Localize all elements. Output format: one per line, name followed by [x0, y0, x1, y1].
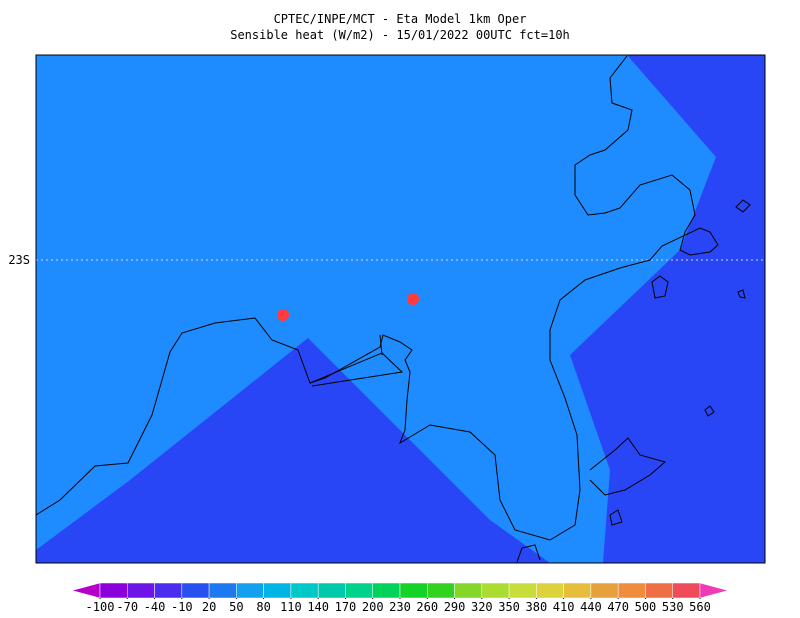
colorbar-box [508, 582, 537, 599]
colorbar-label: -40 [144, 600, 166, 614]
coastline [35, 55, 751, 563]
colorbar-label: 470 [607, 600, 629, 614]
colorbar-box [127, 582, 155, 599]
colorbar-box [317, 582, 346, 599]
colorbar-label: 500 [635, 600, 657, 614]
colorbar-label: -70 [116, 600, 138, 614]
colorbar-box [99, 582, 128, 599]
colorbar-box [672, 582, 701, 599]
lat-label: 23S [8, 253, 30, 267]
station-marker [407, 293, 419, 305]
colorbar-box [454, 582, 483, 599]
colorbar-box [481, 582, 510, 599]
colorbar-box [427, 582, 455, 599]
colorbar-label: 380 [526, 600, 548, 614]
colorbar-box [345, 582, 373, 599]
colorbar-arrow [71, 582, 101, 599]
colorbar-label: 20 [202, 600, 216, 614]
colorbar-label: 290 [444, 600, 466, 614]
colorbar-box [181, 582, 210, 599]
colorbar-label: 440 [580, 600, 602, 614]
subtitle: Sensible heat (W/m2) - 15/01/2022 00UTC … [230, 28, 570, 42]
station-marker [277, 309, 289, 321]
colorbar-label: 350 [498, 600, 520, 614]
colorbar-label: 320 [471, 600, 493, 614]
colorbar-box [563, 582, 592, 599]
colorbar-box [536, 582, 564, 599]
colorbar-box [290, 582, 319, 599]
colorbar-label: 260 [416, 600, 438, 614]
colorbar-box [263, 582, 292, 599]
colorbar-label: 410 [553, 600, 575, 614]
colorbar-box [154, 582, 183, 599]
colorbar-label: 80 [256, 600, 270, 614]
colorbar-box [617, 582, 646, 599]
colorbar-label: 110 [280, 600, 302, 614]
colorbar-label: 530 [662, 600, 684, 614]
colorbar-label: 140 [307, 600, 329, 614]
map-frame [35, 54, 766, 564]
colorbar-label: 560 [689, 600, 711, 614]
colorbar: -100 -70 -40 -10 20 50 80 110 140 170 200 230 260 290… [71, 582, 729, 614]
colorbar-label: 200 [362, 600, 384, 614]
colorbar-label: -10 [171, 600, 193, 614]
colorbar-box [399, 582, 428, 599]
colorbar-box [590, 582, 619, 599]
colorbar-box [208, 582, 237, 599]
title: CPTEC/INPE/MCT - Eta Model 1km Oper [274, 12, 527, 26]
colorbar-label: -100 [86, 600, 115, 614]
map: 23S [8, 54, 766, 564]
colorbar-label: 230 [389, 600, 411, 614]
colorbar-label: 170 [335, 600, 357, 614]
colorbar-arrow [699, 582, 729, 599]
colorbar-box [372, 582, 401, 599]
colorbar-box [645, 582, 673, 599]
field-region [36, 55, 716, 563]
colorbar-label: 50 [229, 600, 243, 614]
colorbar-box [236, 582, 264, 599]
